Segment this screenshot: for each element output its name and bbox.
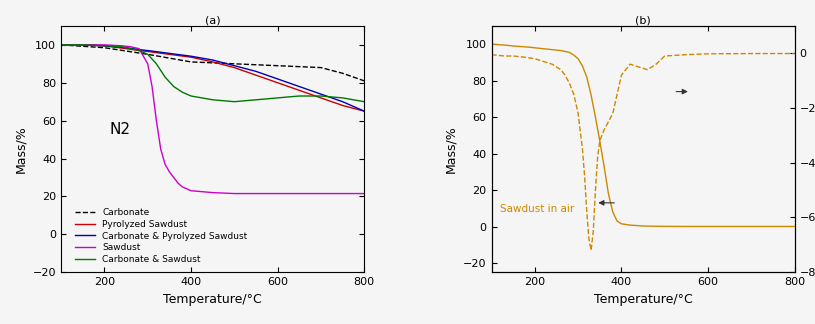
Text: Sawdust in air: Sawdust in air bbox=[500, 204, 575, 214]
Y-axis label: Mass/%: Mass/% bbox=[445, 125, 457, 173]
Title: (a): (a) bbox=[205, 15, 221, 25]
Y-axis label: Mass/%: Mass/% bbox=[14, 125, 27, 173]
Title: (b): (b) bbox=[635, 15, 651, 25]
Text: N2: N2 bbox=[110, 122, 130, 137]
X-axis label: Temperature/°C: Temperature/°C bbox=[163, 293, 262, 306]
Legend: Carbonate, Pyrolyzed Sawdust, Carbonate & Pyrolyzed Sawdust, Sawdust, Carbonate : Carbonate, Pyrolyzed Sawdust, Carbonate … bbox=[72, 204, 251, 268]
X-axis label: Temperature/°C: Temperature/°C bbox=[593, 293, 693, 306]
